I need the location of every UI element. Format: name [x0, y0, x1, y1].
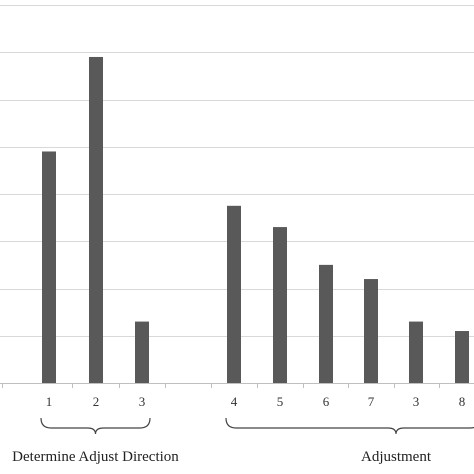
bar-6 — [319, 264, 333, 383]
gridlines — [0, 5, 474, 388]
x-tick-label: 3 — [139, 394, 146, 409]
bar-9 — [455, 331, 469, 383]
bar-4 — [227, 205, 241, 383]
x-tick-label: 2 — [93, 394, 100, 409]
group-bracket — [225, 417, 474, 435]
bars — [42, 56, 469, 383]
x-tick-label: 8 — [459, 394, 466, 409]
bar-5 — [273, 227, 287, 383]
group-brackets: Determine Adjust Direction Adjustment — [12, 417, 474, 465]
bar-8 — [409, 321, 423, 383]
x-tick-label: 4 — [231, 394, 238, 409]
x-tick-label: 5 — [277, 394, 284, 409]
x-tick-label: 6 — [323, 394, 330, 409]
bar-1 — [42, 151, 56, 383]
x-tick-label: 1 — [46, 394, 53, 409]
x-tick-labels: 1 2 3 4 5 6 7 3 8 — [46, 394, 466, 409]
x-tick-label: 7 — [368, 394, 375, 409]
bar-2 — [89, 56, 103, 383]
x-tick-label: 3 — [413, 394, 420, 409]
bar-7 — [364, 279, 378, 383]
bar-3 — [135, 321, 149, 383]
group-label: Determine Adjust Direction — [12, 449, 179, 465]
group-bracket — [40, 417, 151, 435]
group-label: Adjustment — [361, 449, 432, 465]
